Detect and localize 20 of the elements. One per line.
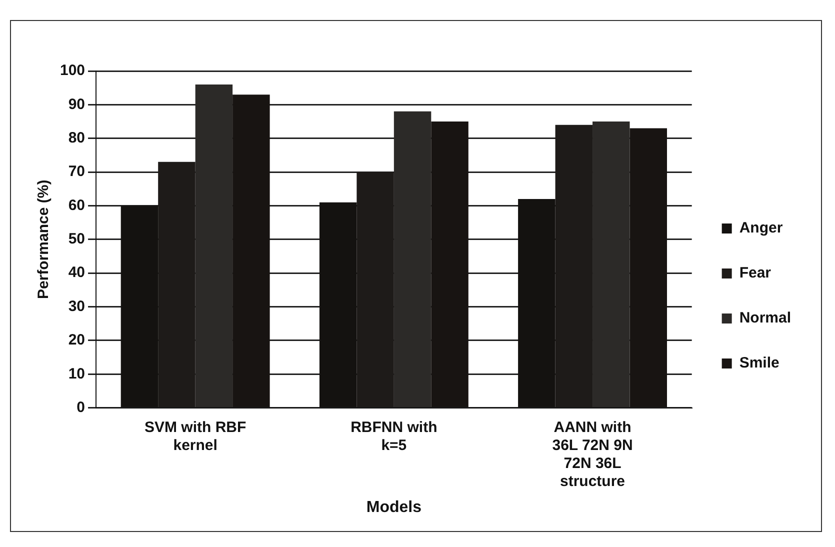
y-tick-label: 40 xyxy=(68,264,86,282)
y-tick-label: 90 xyxy=(68,96,86,113)
y-tick-label: 0 xyxy=(76,398,86,416)
legend-label: Anger xyxy=(739,220,783,237)
legend-label: Smile xyxy=(739,354,780,372)
x-axis-title: Models xyxy=(366,498,422,516)
legend-label: Normal xyxy=(739,310,792,327)
x-tick-label: AANN with 36L 72N 9N 72N 36L structure xyxy=(552,418,633,490)
y-tick-label: 70 xyxy=(68,163,86,180)
x-tick-label: RBFNN with k=5 xyxy=(350,418,438,454)
legend-label: Fear xyxy=(739,264,772,282)
y-axis-title: Performance (%) xyxy=(35,180,52,299)
y-tick-label: 80 xyxy=(68,130,86,146)
y-tick-label: 50 xyxy=(68,230,86,248)
y-tick-label: 30 xyxy=(68,298,86,315)
y-tick-label: 100 xyxy=(60,62,86,80)
y-tick-label: 60 xyxy=(68,196,86,214)
y-tick-label: 20 xyxy=(68,332,86,349)
x-tick-label: SVM with RBF kernel xyxy=(144,418,246,454)
y-tick-label: 10 xyxy=(68,365,86,382)
